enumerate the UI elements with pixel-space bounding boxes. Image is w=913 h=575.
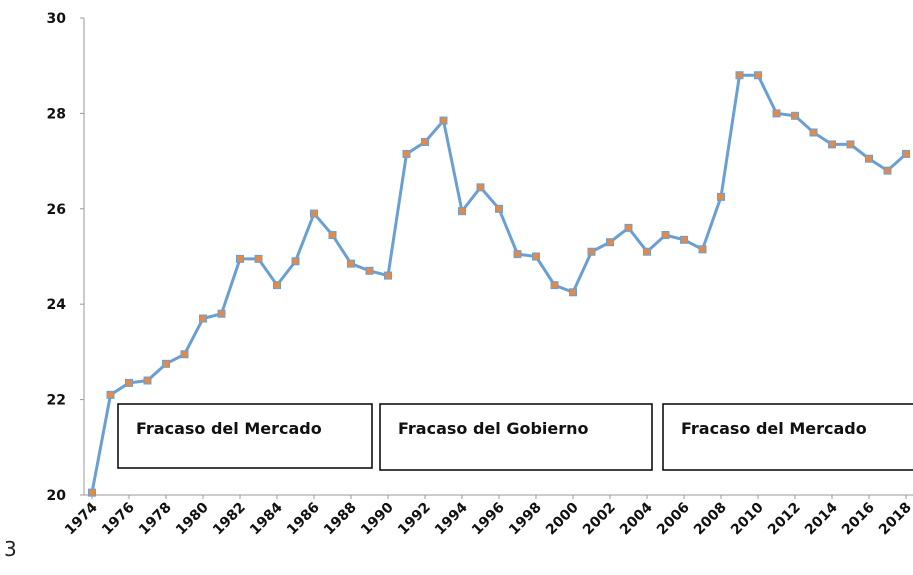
annotation: Fracaso del Gobierno	[398, 419, 589, 438]
point-marker	[439, 116, 448, 125]
point-marker	[180, 350, 189, 359]
point-marker	[273, 281, 281, 290]
annotation-box	[662, 403, 913, 471]
point-marker	[291, 257, 300, 266]
point-marker	[772, 109, 781, 118]
x-tick-label: 2006	[654, 500, 693, 539]
x-tick-label: 2008	[691, 500, 730, 539]
point-marker	[791, 111, 799, 120]
point-marker	[828, 140, 836, 149]
point-marker	[532, 252, 540, 261]
y-tick-label: 28	[47, 106, 66, 122]
annotation-box	[379, 403, 653, 471]
x-tick-label: 2018	[876, 500, 913, 539]
y-tick-label: 26	[47, 202, 66, 218]
point-marker	[550, 281, 559, 290]
y-tick-label: 24	[47, 297, 67, 313]
x-tick-label: 2002	[580, 500, 619, 539]
y-tick-label: 20	[47, 488, 67, 504]
x-tick-label: 1986	[284, 500, 323, 539]
point-marker	[754, 71, 762, 80]
point-marker	[902, 149, 910, 158]
point-marker	[88, 488, 96, 497]
x-tick-label: 1998	[506, 500, 545, 539]
x-tick-label: 2010	[728, 499, 767, 538]
point-marker	[402, 149, 411, 158]
point-marker	[495, 204, 503, 213]
point-marker	[125, 378, 133, 387]
point-marker	[143, 376, 152, 385]
point-marker	[365, 266, 374, 275]
x-tick-label: 1992	[395, 500, 434, 539]
point-marker	[106, 390, 115, 399]
point-marker	[717, 192, 725, 201]
point-marker	[254, 254, 263, 263]
annotation-box	[117, 403, 373, 469]
point-marker	[883, 166, 892, 175]
point-marker	[513, 250, 522, 259]
page-number: 3	[4, 537, 17, 561]
point-marker	[698, 245, 707, 254]
x-tick-label: 1990	[358, 499, 397, 538]
x-tick-label: 1974	[62, 499, 101, 538]
point-marker	[624, 223, 633, 232]
annotation: Fracaso del Mercado	[681, 419, 867, 438]
point-marker	[236, 254, 244, 263]
x-tick-label: 1988	[321, 500, 360, 539]
point-marker	[476, 183, 485, 192]
x-tick-label: 1994	[432, 499, 471, 538]
point-marker	[643, 247, 651, 256]
point-marker	[199, 314, 207, 323]
x-tick-label: 2012	[765, 500, 804, 539]
x-tick-label: 2000	[543, 499, 582, 538]
point-marker	[680, 235, 688, 244]
point-marker	[661, 231, 670, 240]
point-marker	[421, 138, 429, 147]
point-marker	[458, 207, 466, 216]
point-marker	[162, 359, 170, 368]
point-marker	[347, 259, 355, 268]
point-marker	[384, 271, 392, 280]
x-tick-label: 1978	[136, 500, 175, 539]
x-tick-label: 2004	[617, 499, 656, 538]
y-tick-label: 22	[47, 393, 66, 409]
x-tick-label: 2016	[839, 500, 878, 539]
point-marker	[735, 71, 744, 80]
point-marker	[606, 238, 614, 247]
point-marker	[310, 209, 318, 218]
point-marker	[865, 154, 873, 163]
point-marker	[569, 288, 577, 297]
x-tick-label: 1980	[173, 499, 212, 538]
x-tick-label: 2014	[802, 499, 841, 538]
point-marker	[328, 231, 337, 240]
x-tick-label: 1982	[210, 500, 249, 539]
annotation: Fracaso del Mercado	[136, 419, 322, 438]
point-marker	[587, 247, 596, 256]
point-marker	[846, 140, 855, 149]
point-marker	[809, 128, 818, 137]
point-marker	[217, 309, 226, 318]
x-tick-label: 1996	[469, 500, 508, 539]
x-tick-label: 1976	[99, 500, 138, 539]
x-tick-label: 1984	[247, 499, 286, 538]
y-tick-label: 30	[47, 11, 67, 27]
